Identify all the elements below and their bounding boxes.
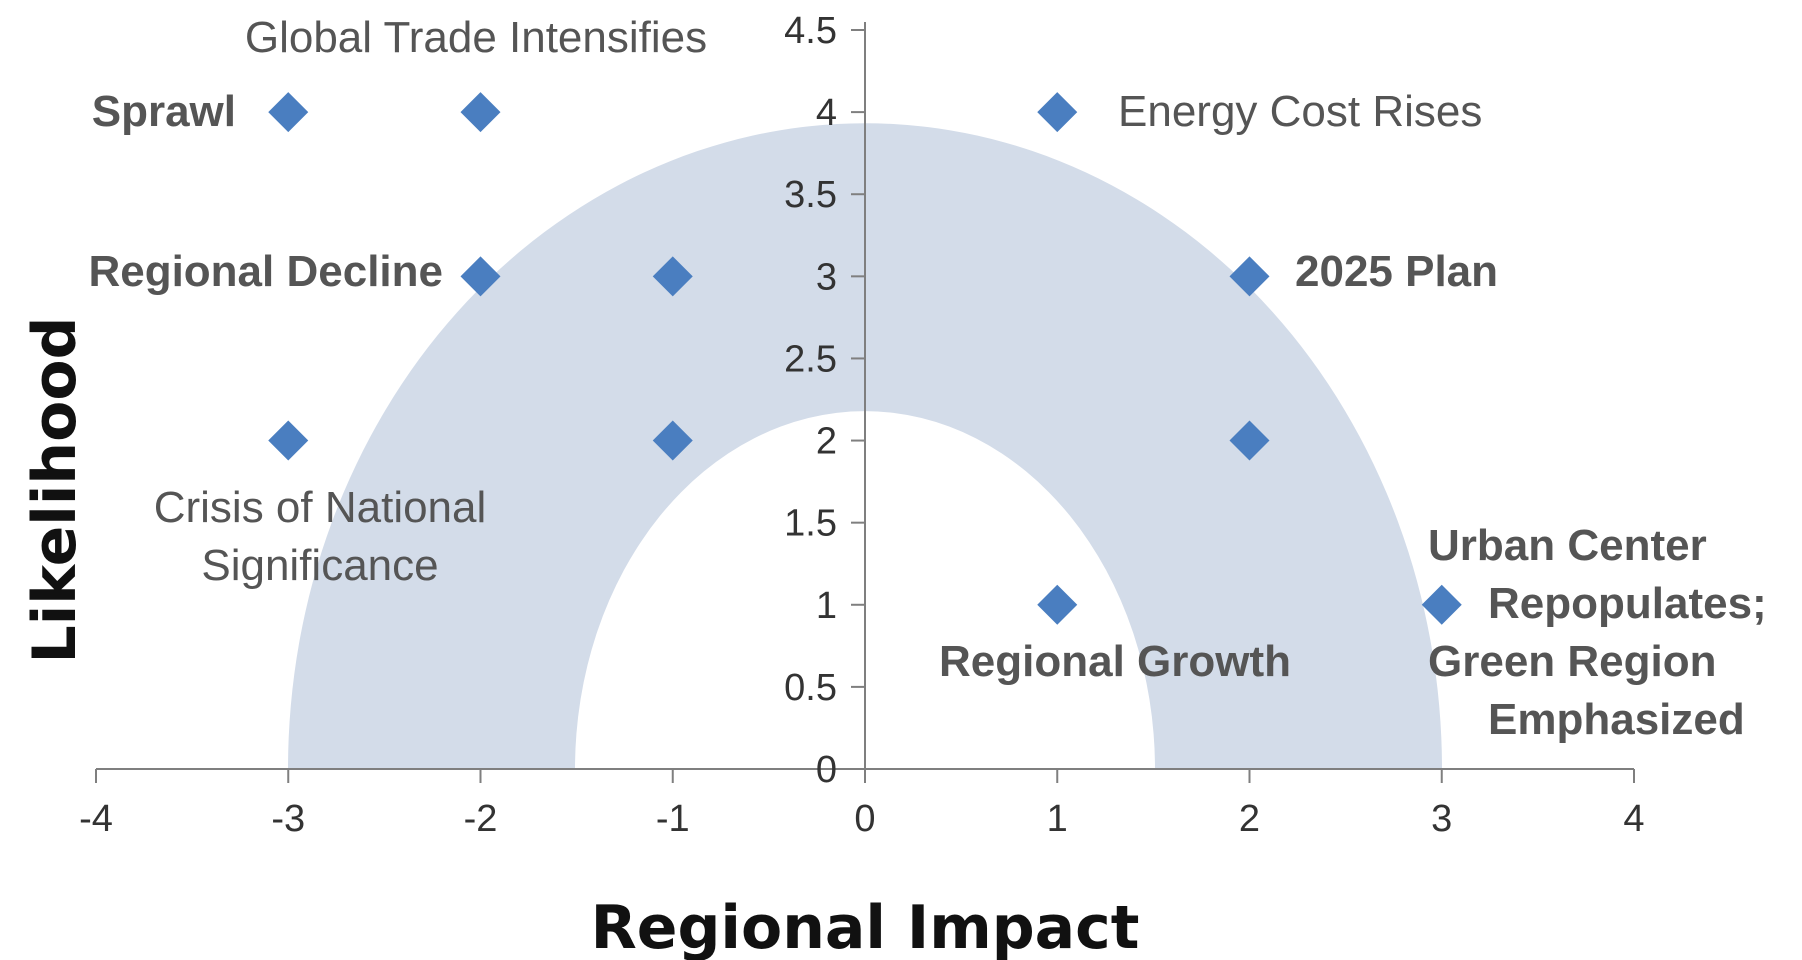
likelihood-band (288, 123, 1442, 769)
data-point-marker (1037, 584, 1078, 625)
annotation-line: Green Region (1428, 637, 1717, 686)
tick-labels: -4 -3 -2 -1 0 1 2 3 4 0 0.5 1 1.5 2 2.5 3 3.5 4 4.5 (79, 10, 1644, 840)
data-point-marker (268, 420, 309, 461)
data-point-marker (1229, 256, 1270, 297)
x-tick-label: 0 (854, 798, 875, 840)
annotation-line: Crisis of National (154, 483, 487, 532)
x-tick-label: 4 (1623, 798, 1644, 840)
annotation-line: Significance (201, 541, 438, 590)
y-tick-label: 1.5 (784, 503, 837, 545)
x-tick-label: 1 (1047, 798, 1068, 840)
annotation-line: Global Trade Intensifies (245, 13, 707, 62)
data-point-marker (460, 256, 501, 297)
point-annotation: Crisis of National Significance (154, 483, 487, 590)
y-tick-label: 2 (816, 421, 837, 463)
y-tick-label: 1 (816, 585, 837, 627)
annotation-line: Emphasized (1488, 695, 1745, 744)
x-axis-title: Regional Impact (591, 893, 1140, 960)
x-tick-label: -4 (79, 798, 113, 840)
data-point-marker (1037, 92, 1078, 133)
x-tick-label: 2 (1239, 798, 1260, 840)
x-tick-label: 3 (1431, 798, 1452, 840)
y-tick-label: 4 (816, 92, 837, 134)
data-point-marker (652, 420, 693, 461)
annotation-line: Regional Growth (939, 637, 1291, 686)
data-points (268, 92, 1462, 625)
data-point-marker (268, 92, 309, 133)
point-annotation: Global Trade Intensifies (245, 13, 707, 62)
y-tick-label: 3.5 (784, 174, 837, 216)
annotation-line: Energy Cost Rises (1118, 87, 1482, 136)
point-annotation: Regional Decline (88, 247, 443, 296)
point-annotation: Energy Cost Rises (1118, 87, 1482, 136)
y-tick-label: 0.5 (784, 667, 837, 709)
annotation-line: Regional Decline (88, 247, 443, 296)
annotation-line: 2025 Plan (1295, 247, 1498, 296)
annotation-line: Repopulates; (1488, 579, 1767, 628)
axes (95, 22, 1635, 783)
y-tick-label: 2.5 (784, 338, 837, 380)
data-point-marker (1229, 420, 1270, 461)
point-annotation: 2025 Plan (1295, 247, 1498, 296)
point-annotation: Sprawl (92, 87, 236, 136)
data-point-marker (652, 256, 693, 297)
point-annotation: Regional Growth (939, 637, 1291, 686)
annotation-line: Sprawl (92, 87, 236, 136)
y-tick-label: 3 (816, 256, 837, 298)
data-point-marker (460, 92, 501, 133)
x-tick-label: -3 (271, 798, 305, 840)
y-tick-label: 4.5 (784, 10, 837, 52)
x-tick-label: -1 (656, 798, 690, 840)
y-axis-title: Likelihood (20, 316, 90, 663)
annotation-line: Urban Center (1428, 521, 1707, 570)
data-point-marker (1421, 584, 1462, 625)
x-tick-label: -2 (464, 798, 498, 840)
y-tick-label: 0 (816, 749, 837, 791)
point-annotation: Urban Center Repopulates; Green Region Emph… (1428, 521, 1767, 744)
